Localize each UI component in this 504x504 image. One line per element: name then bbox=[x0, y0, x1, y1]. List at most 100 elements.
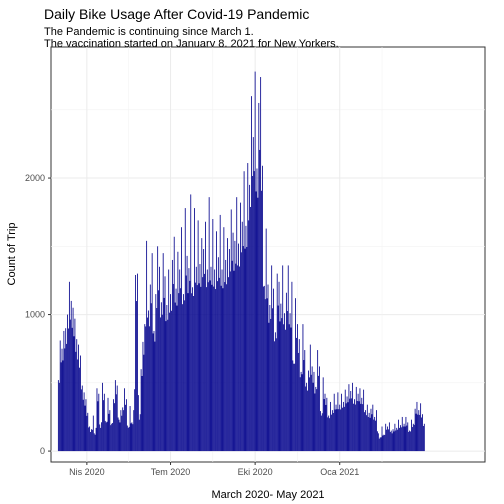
bar bbox=[230, 209, 232, 452]
bar bbox=[328, 415, 330, 452]
bar bbox=[319, 411, 321, 452]
bar bbox=[122, 407, 124, 452]
bar bbox=[166, 305, 168, 452]
bar bbox=[377, 431, 378, 452]
bar bbox=[409, 430, 411, 452]
bar bbox=[125, 404, 126, 452]
bar bbox=[331, 414, 332, 452]
bar bbox=[101, 422, 102, 452]
bar bbox=[265, 228, 267, 452]
bar bbox=[106, 421, 108, 452]
bar bbox=[193, 296, 194, 452]
bar bbox=[245, 225, 247, 452]
bar bbox=[422, 425, 424, 452]
bar bbox=[384, 434, 386, 452]
bar bbox=[137, 273, 138, 452]
bar bbox=[185, 275, 187, 452]
bar bbox=[394, 423, 396, 452]
axes-layer: 0 1000 2000 Nis 2020 Tem 2020 Eki 2020 Oca 202… bbox=[25, 173, 359, 477]
bar bbox=[217, 281, 218, 452]
bar bbox=[243, 171, 245, 452]
bar bbox=[206, 269, 208, 452]
bar bbox=[296, 337, 297, 452]
bar bbox=[112, 422, 114, 452]
y-axis-title: Count of Trip bbox=[6, 223, 18, 286]
bar bbox=[214, 269, 216, 452]
bar bbox=[391, 433, 393, 452]
subtitle-line-1: The Pandemic is continuing since March 1… bbox=[44, 26, 254, 38]
bar bbox=[351, 398, 353, 452]
bar bbox=[362, 404, 364, 452]
bar bbox=[335, 404, 337, 452]
bar bbox=[290, 327, 292, 452]
bar bbox=[70, 300, 72, 452]
bar bbox=[93, 433, 95, 452]
bar bbox=[176, 305, 178, 452]
bar bbox=[80, 389, 82, 452]
bar bbox=[196, 285, 198, 452]
bar bbox=[117, 417, 119, 452]
bar bbox=[64, 348, 66, 452]
bar bbox=[385, 423, 387, 452]
bar bbox=[410, 431, 411, 452]
bar bbox=[297, 324, 298, 452]
bar bbox=[218, 277, 220, 452]
bar bbox=[264, 299, 266, 452]
bar bbox=[275, 338, 277, 452]
bar bbox=[162, 253, 164, 452]
bar bbox=[222, 288, 224, 452]
bar bbox=[216, 231, 217, 452]
bar bbox=[65, 328, 67, 452]
bar bbox=[339, 404, 341, 452]
bar bbox=[130, 423, 132, 452]
bar bbox=[244, 248, 246, 452]
bar bbox=[68, 281, 70, 452]
bar bbox=[113, 399, 114, 452]
bar bbox=[172, 283, 174, 452]
bar bbox=[110, 425, 112, 452]
bar bbox=[191, 293, 193, 452]
bar bbox=[332, 412, 334, 452]
bar bbox=[212, 219, 214, 452]
bar bbox=[325, 404, 327, 452]
bar bbox=[406, 425, 408, 452]
bar bbox=[238, 243, 239, 452]
bar bbox=[390, 430, 392, 452]
bar bbox=[314, 393, 316, 452]
bar bbox=[141, 375, 143, 452]
bar bbox=[139, 414, 141, 452]
bar bbox=[182, 294, 184, 452]
bar bbox=[98, 393, 100, 452]
bar bbox=[187, 293, 189, 452]
bar bbox=[267, 284, 269, 452]
bar bbox=[148, 310, 149, 452]
bar bbox=[85, 399, 87, 452]
bar bbox=[411, 427, 413, 452]
bar bbox=[60, 362, 62, 452]
bar bbox=[262, 165, 263, 452]
bar bbox=[67, 314, 68, 452]
bar bbox=[302, 324, 304, 452]
bar bbox=[321, 413, 323, 452]
bar bbox=[111, 423, 113, 452]
chart-title: Daily Bike Usage After Covid-19 Pandemic bbox=[44, 6, 310, 22]
bar bbox=[201, 238, 203, 452]
bar bbox=[242, 246, 244, 452]
bar bbox=[126, 425, 128, 452]
bar bbox=[97, 401, 99, 452]
bar bbox=[312, 382, 314, 452]
bar bbox=[350, 391, 352, 452]
bar bbox=[62, 360, 64, 452]
bar bbox=[205, 287, 207, 452]
bar bbox=[59, 340, 61, 452]
bar bbox=[286, 311, 288, 452]
bar bbox=[348, 384, 350, 452]
bar bbox=[274, 341, 275, 452]
bar bbox=[213, 286, 215, 452]
bar bbox=[364, 412, 365, 452]
bar bbox=[257, 197, 259, 452]
bar bbox=[261, 190, 262, 452]
bar bbox=[239, 266, 240, 452]
bar bbox=[134, 389, 136, 452]
